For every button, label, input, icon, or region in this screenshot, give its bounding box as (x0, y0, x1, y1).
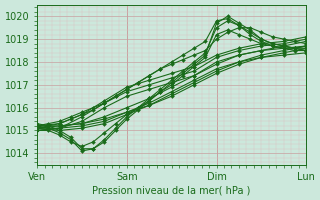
X-axis label: Pression niveau de la mer( hPa ): Pression niveau de la mer( hPa ) (92, 185, 251, 195)
